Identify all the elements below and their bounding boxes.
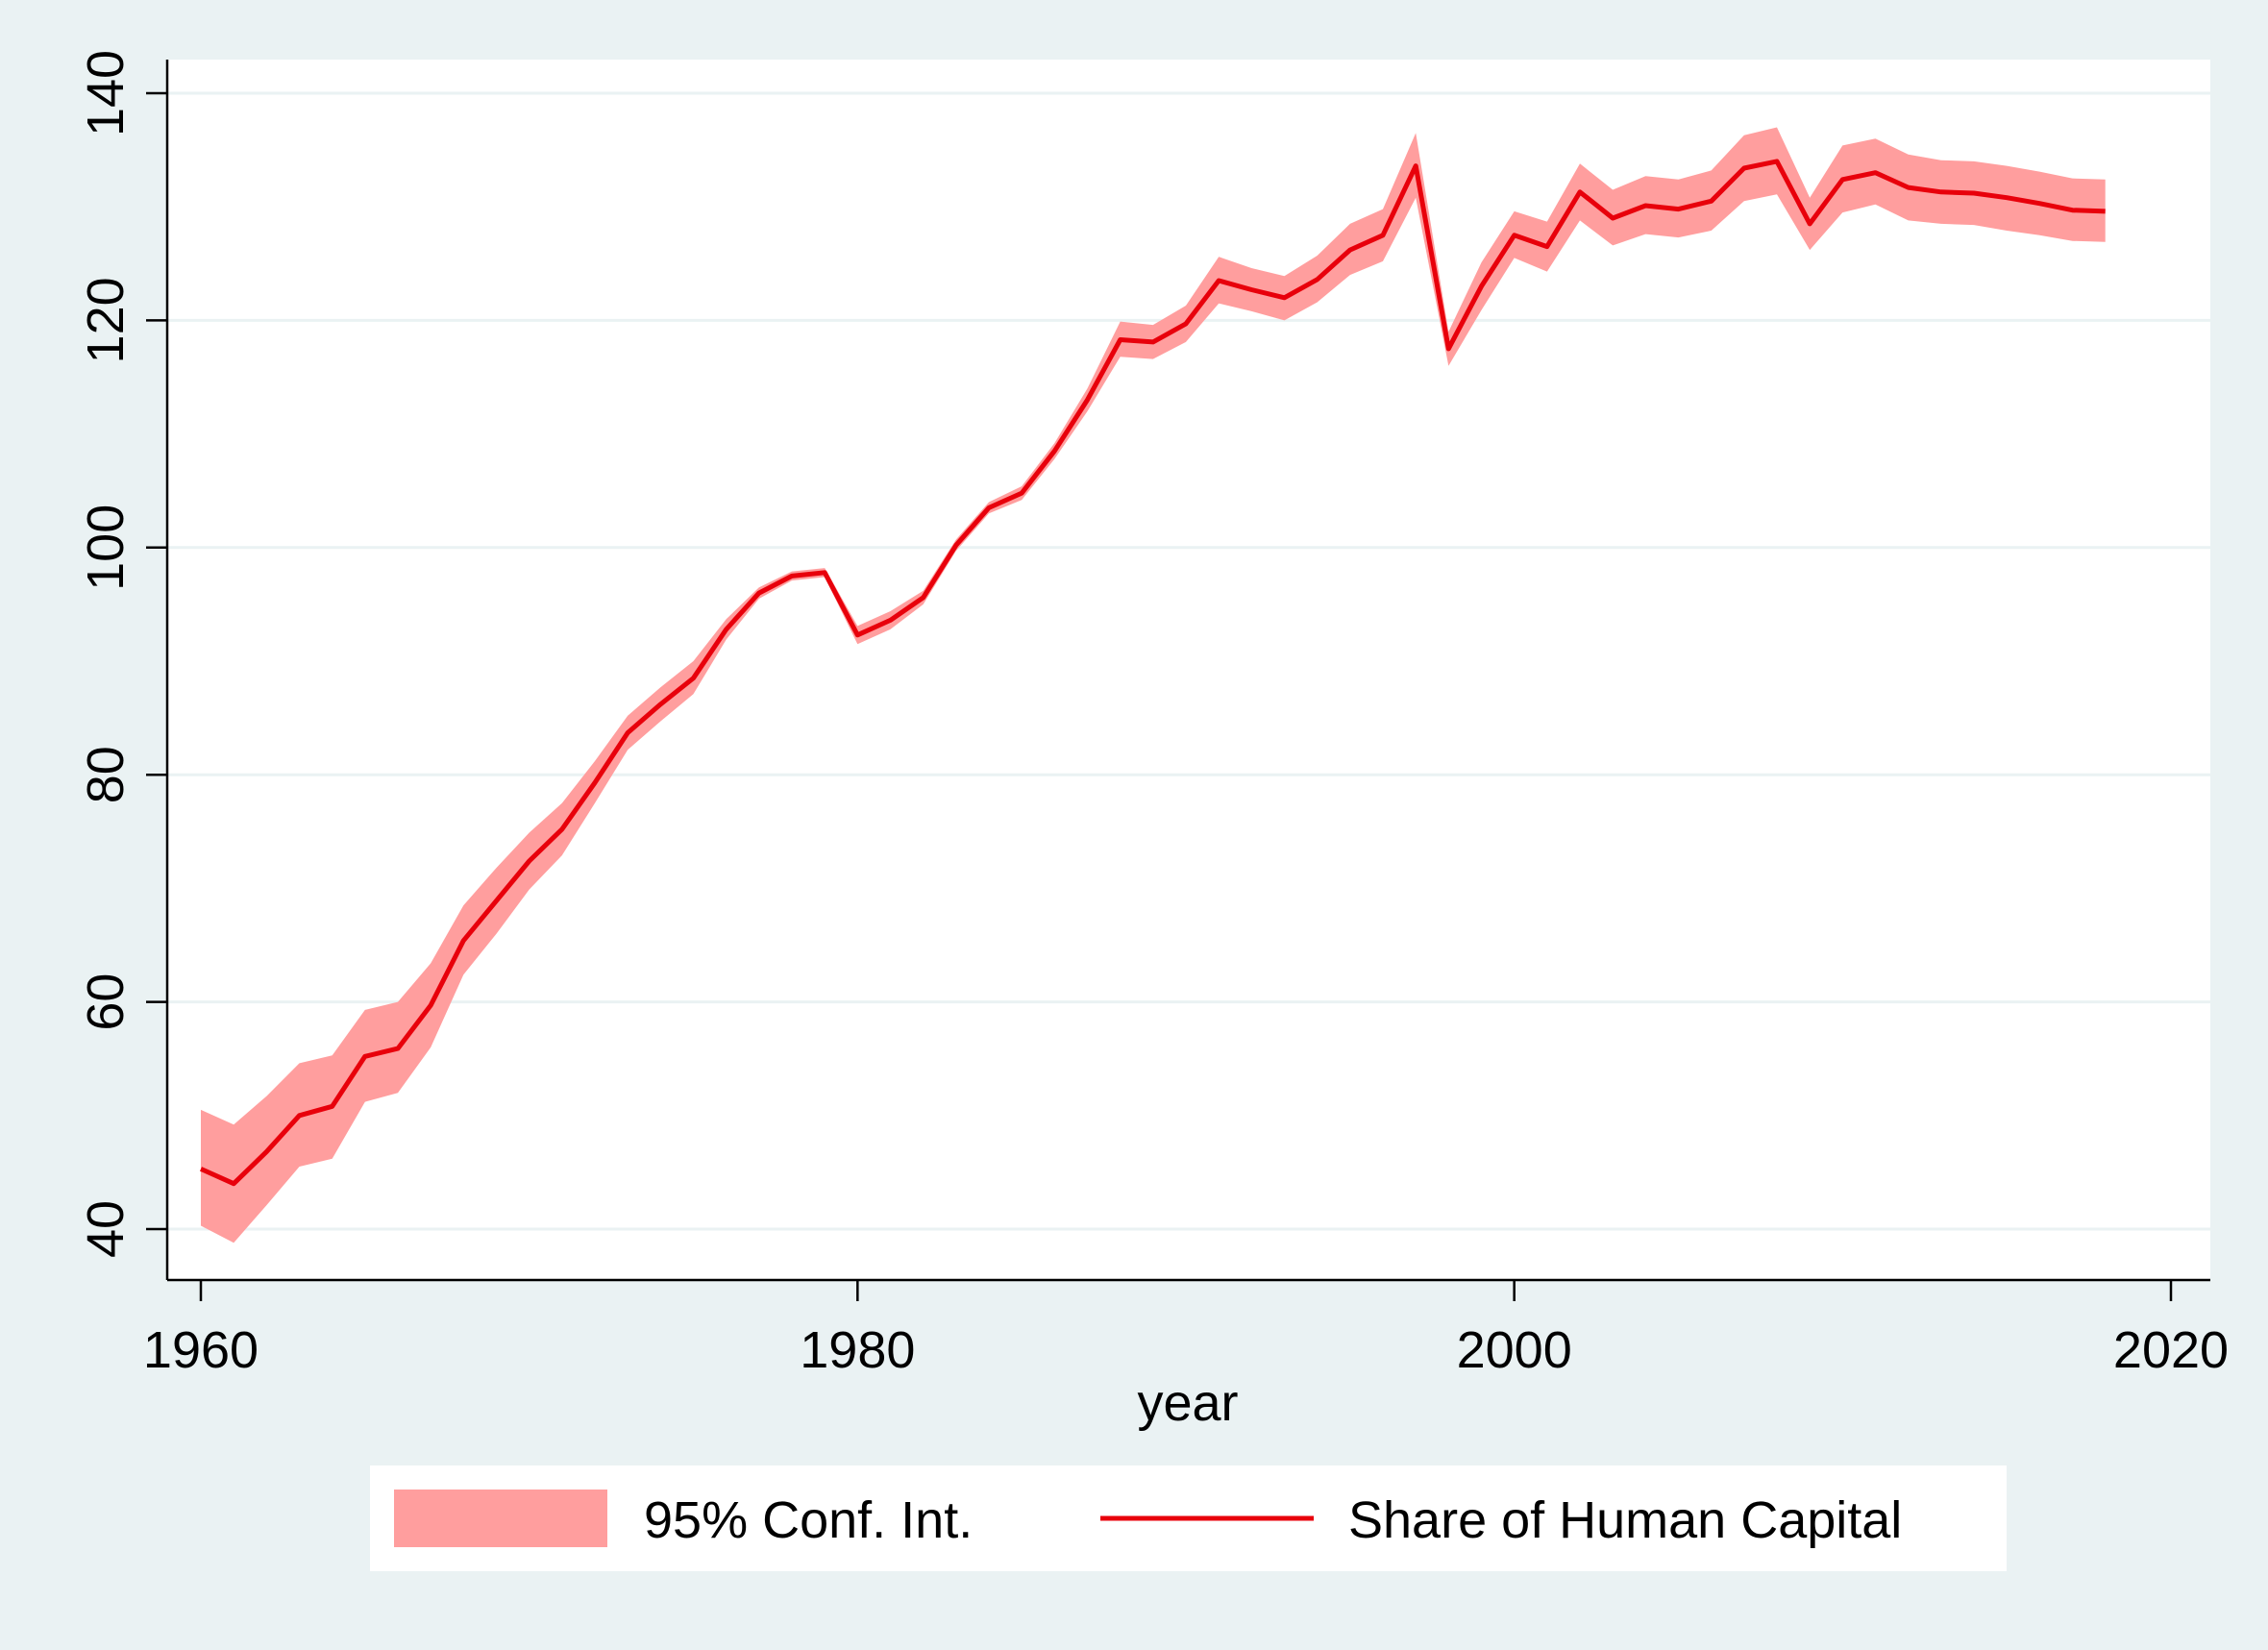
x-tick-label-1980: 1980 xyxy=(800,1321,915,1379)
legend-swatch-band xyxy=(394,1490,607,1547)
legend-label-line: Share of Human Capital xyxy=(1348,1491,1902,1549)
x-axis-title: year xyxy=(1137,1374,1238,1432)
x-tick-label-2020: 2020 xyxy=(2113,1321,2229,1379)
x-tick-label-1960: 1960 xyxy=(143,1321,259,1379)
y-axis-ticks: 40 60 80 100 120 140 xyxy=(77,50,167,1258)
y-tick-label-100: 100 xyxy=(77,505,135,591)
plot-background xyxy=(167,60,2210,1280)
y-tick-label-120: 120 xyxy=(77,277,135,363)
y-tick-label-80: 80 xyxy=(77,746,135,803)
x-tick-label-2000: 2000 xyxy=(1457,1321,1572,1379)
legend-label-band: 95% Conf. Int. xyxy=(644,1491,973,1549)
y-tick-label-140: 140 xyxy=(77,50,135,136)
y-tick-label-40: 40 xyxy=(77,1200,135,1258)
legend: 95% Conf. Int. Share of Human Capital xyxy=(370,1465,2007,1571)
series-line-share-of-human-capital xyxy=(199,159,2106,1187)
y-tick-label-60: 60 xyxy=(77,973,135,1031)
x-axis-ticks: 1960 1980 2000 2020 xyxy=(143,1280,2229,1379)
confidence-band xyxy=(201,127,2106,1244)
